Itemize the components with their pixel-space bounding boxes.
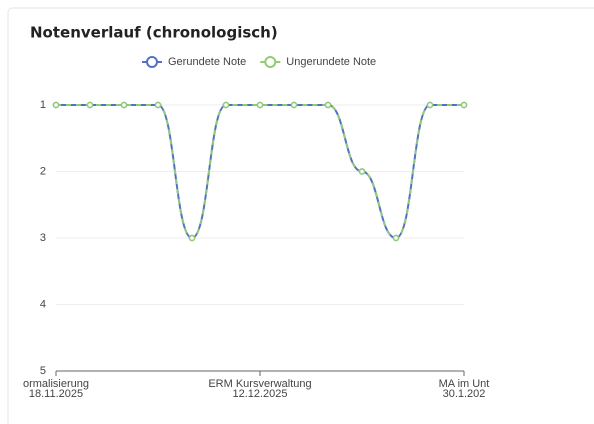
y-tick-label: 3 [40, 232, 46, 244]
x-tick-label: MA im Unt [439, 378, 490, 390]
data-point [392, 234, 400, 242]
x-tick-label: 18.11.2025 [29, 388, 83, 400]
chart-title: Notenverlauf (chronologisch) [30, 24, 278, 42]
data-point [426, 101, 434, 109]
legend-label: Ungerundete Note [286, 56, 376, 68]
x-tick-label: 30.1.202 [443, 388, 486, 400]
legend-marker [264, 56, 277, 68]
data-point [324, 101, 332, 109]
y-tick-label: 2 [40, 165, 46, 177]
y-tick-label: 1 [40, 99, 46, 111]
x-tick-label: ormalisierung [23, 378, 89, 390]
card [7, 7, 594, 424]
data-point [86, 101, 94, 109]
data-point [290, 101, 298, 109]
data-point [188, 234, 196, 242]
data-point [120, 101, 128, 109]
legend-label: Gerundete Note [168, 56, 246, 68]
x-tick-label: ERM Kursverwaltung [208, 378, 311, 390]
data-point [222, 101, 230, 109]
y-tick-label: 4 [40, 298, 46, 310]
x-tick-label: 12.12.2025 [232, 388, 287, 400]
data-point [154, 101, 162, 109]
data-point [358, 168, 366, 175]
y-tick-label: 5 [40, 365, 46, 377]
data-point [256, 101, 264, 109]
legend-marker [146, 56, 158, 68]
data-point [52, 101, 60, 109]
data-point [460, 101, 468, 109]
